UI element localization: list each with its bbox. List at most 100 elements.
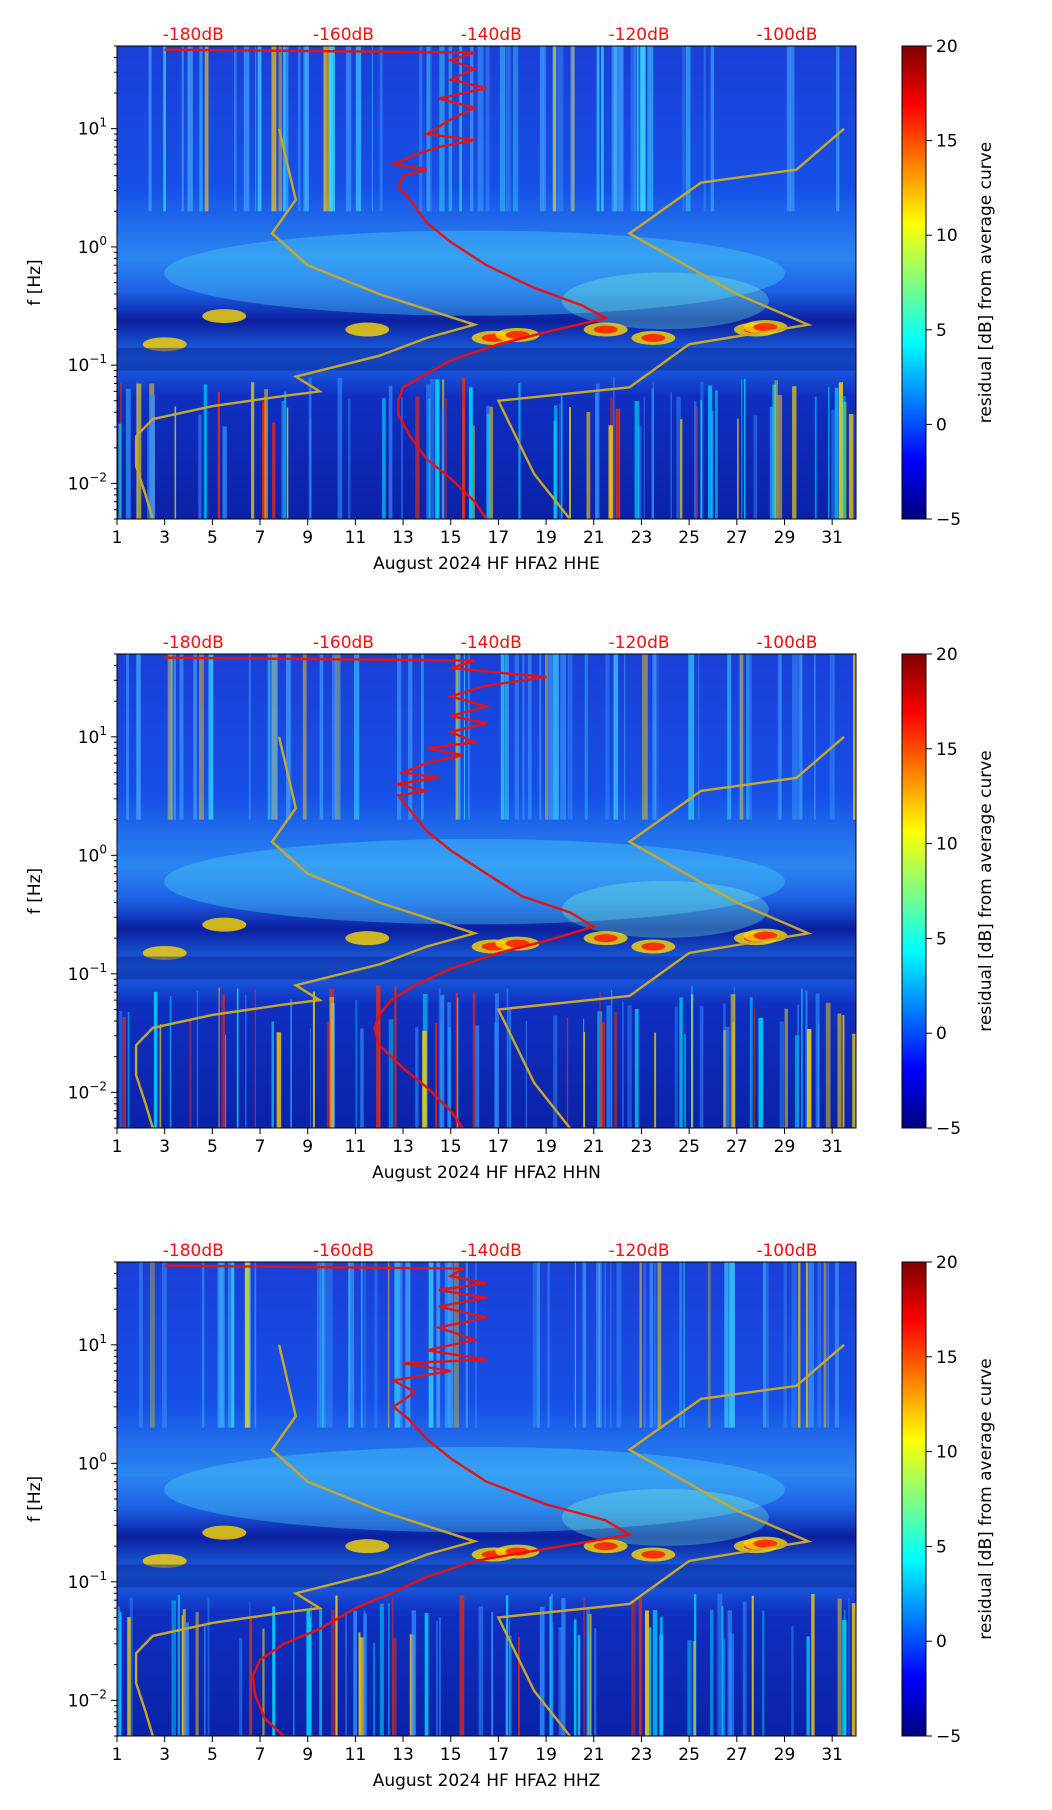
spectrogram-streak <box>610 990 613 1128</box>
x-tick-label: 21 <box>583 528 605 548</box>
spectrogram-streak <box>834 387 839 519</box>
spectrogram-streak <box>319 1608 323 1736</box>
spectrogram-stripe <box>355 46 362 212</box>
spectrogram-streak <box>779 1021 785 1128</box>
x-tick-label: 17 <box>488 528 510 548</box>
spectrogram-stripe <box>379 46 383 212</box>
model-curve <box>134 128 479 519</box>
spectrogram-streak <box>284 391 287 519</box>
colorbar-tick-label: 10 <box>936 835 958 855</box>
spectrogram-streak <box>637 425 642 519</box>
spectrogram-streak <box>837 1598 842 1736</box>
spectrogram-streak <box>638 1597 643 1736</box>
spectrogram-stripe <box>127 654 129 820</box>
spectrogram-streak <box>680 419 683 519</box>
spectrogram-stripe <box>724 1262 729 1428</box>
spectrogram-stripe <box>217 1262 219 1428</box>
spectrogram-streak <box>203 1625 206 1736</box>
spectrogram-stripe <box>316 1262 321 1428</box>
spectrogram-streak <box>262 1628 265 1736</box>
spectrogram-stripe <box>475 1262 477 1428</box>
spectrogram-stripe <box>569 654 573 820</box>
spectrogram-stripe <box>325 46 331 212</box>
spectrogram-streak <box>129 1597 133 1736</box>
median-psd-curve <box>164 1264 633 1736</box>
colorbar-tick-label: 15 <box>936 740 958 760</box>
spectrogram-stripe <box>834 1262 839 1428</box>
colorbar-label: residual [dB] from average curve <box>976 750 996 1031</box>
spectrogram-streak <box>359 1637 365 1736</box>
spectrogram-streak <box>769 406 774 519</box>
spectrogram-stripe <box>616 1262 622 1428</box>
spectrogram-streak <box>674 1006 678 1128</box>
spectrogram-stripe <box>838 46 840 212</box>
x-tick-label: 25 <box>678 528 700 548</box>
spectrogram-stripe <box>304 46 310 212</box>
spectrogram-streak <box>363 1610 366 1736</box>
spectrogram-streak <box>699 1005 704 1128</box>
spectrogram-streak <box>737 418 739 519</box>
spectrogram-stripe <box>786 46 791 212</box>
spectrogram-stripe <box>198 654 204 820</box>
spectrogram-stripe <box>208 654 214 820</box>
spectrogram-stripe <box>303 46 305 212</box>
x-tick-label: 7 <box>255 528 266 548</box>
spectrogram-blob <box>142 945 187 960</box>
spectrogram-streak <box>181 1615 184 1736</box>
spectrogram-streak <box>715 390 718 519</box>
spectrogram-streak <box>852 1033 856 1128</box>
spectrogram-stripe <box>467 654 470 820</box>
spectrogram-stripe <box>836 46 840 212</box>
spectrogram-stripe <box>792 654 798 820</box>
spectrogram-streak <box>264 389 268 519</box>
x-axis-label: August 2024 HF HFA2 HHE <box>373 554 600 574</box>
spectrogram-haze <box>164 1446 785 1533</box>
x-tick-label: 29 <box>774 1137 796 1157</box>
spectrogram-stripe <box>652 654 657 820</box>
spectrogram-stripe <box>727 654 732 820</box>
spectrogram-stripe <box>552 46 554 212</box>
spectrogram-stripe <box>536 1262 540 1428</box>
spectrogram-streak <box>508 1619 510 1736</box>
x-tick-label: 19 <box>535 1137 557 1157</box>
spectrogram-streak <box>851 1603 856 1736</box>
x-tick-label: 19 <box>535 1745 557 1765</box>
spectrogram-streak <box>583 1598 586 1736</box>
spectrogram-streak <box>447 1002 451 1128</box>
spectrogram-streak <box>772 384 777 519</box>
spectrogram-streak <box>455 992 459 1128</box>
spectrogram-stripe <box>170 654 173 820</box>
spectrogram-stripe <box>218 1262 223 1428</box>
db-scale-label: -140dB <box>461 1241 522 1261</box>
spectrogram-stripe <box>199 46 203 212</box>
x-axis-label: August 2024 HF HFA2 HHN <box>372 1163 601 1183</box>
y-tick-label: 10−2 <box>68 470 107 494</box>
spectrogram-stripe <box>271 654 278 820</box>
spectrogram-streak <box>707 385 713 519</box>
spectrogram-streak <box>517 1636 520 1736</box>
x-tick-label: 13 <box>392 528 414 548</box>
spectrogram-stripe <box>640 46 646 212</box>
db-scale-label: -160dB <box>313 25 374 45</box>
spectrogram-stripe <box>799 654 803 820</box>
spectrogram-stripe <box>621 46 623 212</box>
spectrogram-streak <box>676 396 681 519</box>
spectrogram-stripe <box>749 654 752 820</box>
colorbar-tick-label: 15 <box>936 1348 958 1368</box>
spectrogram-haze <box>164 838 785 925</box>
spectrogram-stripe <box>254 1262 257 1428</box>
spectrogram-streak <box>753 1007 755 1128</box>
spectrogram <box>117 1262 856 1736</box>
spectrogram-streak <box>195 1612 199 1736</box>
spectrogram-streak <box>723 1030 726 1128</box>
spectrogram-streak <box>462 377 466 519</box>
spectrogram-stripe <box>639 1262 642 1428</box>
spectrogram-streak <box>838 382 844 519</box>
spectrogram-stripe <box>682 46 685 212</box>
spectrogram-streak <box>472 992 476 1128</box>
spectrogram-stripe <box>829 654 835 820</box>
spectrogram-streak <box>797 1004 800 1128</box>
db-scale-label: -100dB <box>756 1241 817 1261</box>
colorbar-tick-label: 20 <box>936 1253 958 1273</box>
x-tick-label: 9 <box>302 1137 313 1157</box>
